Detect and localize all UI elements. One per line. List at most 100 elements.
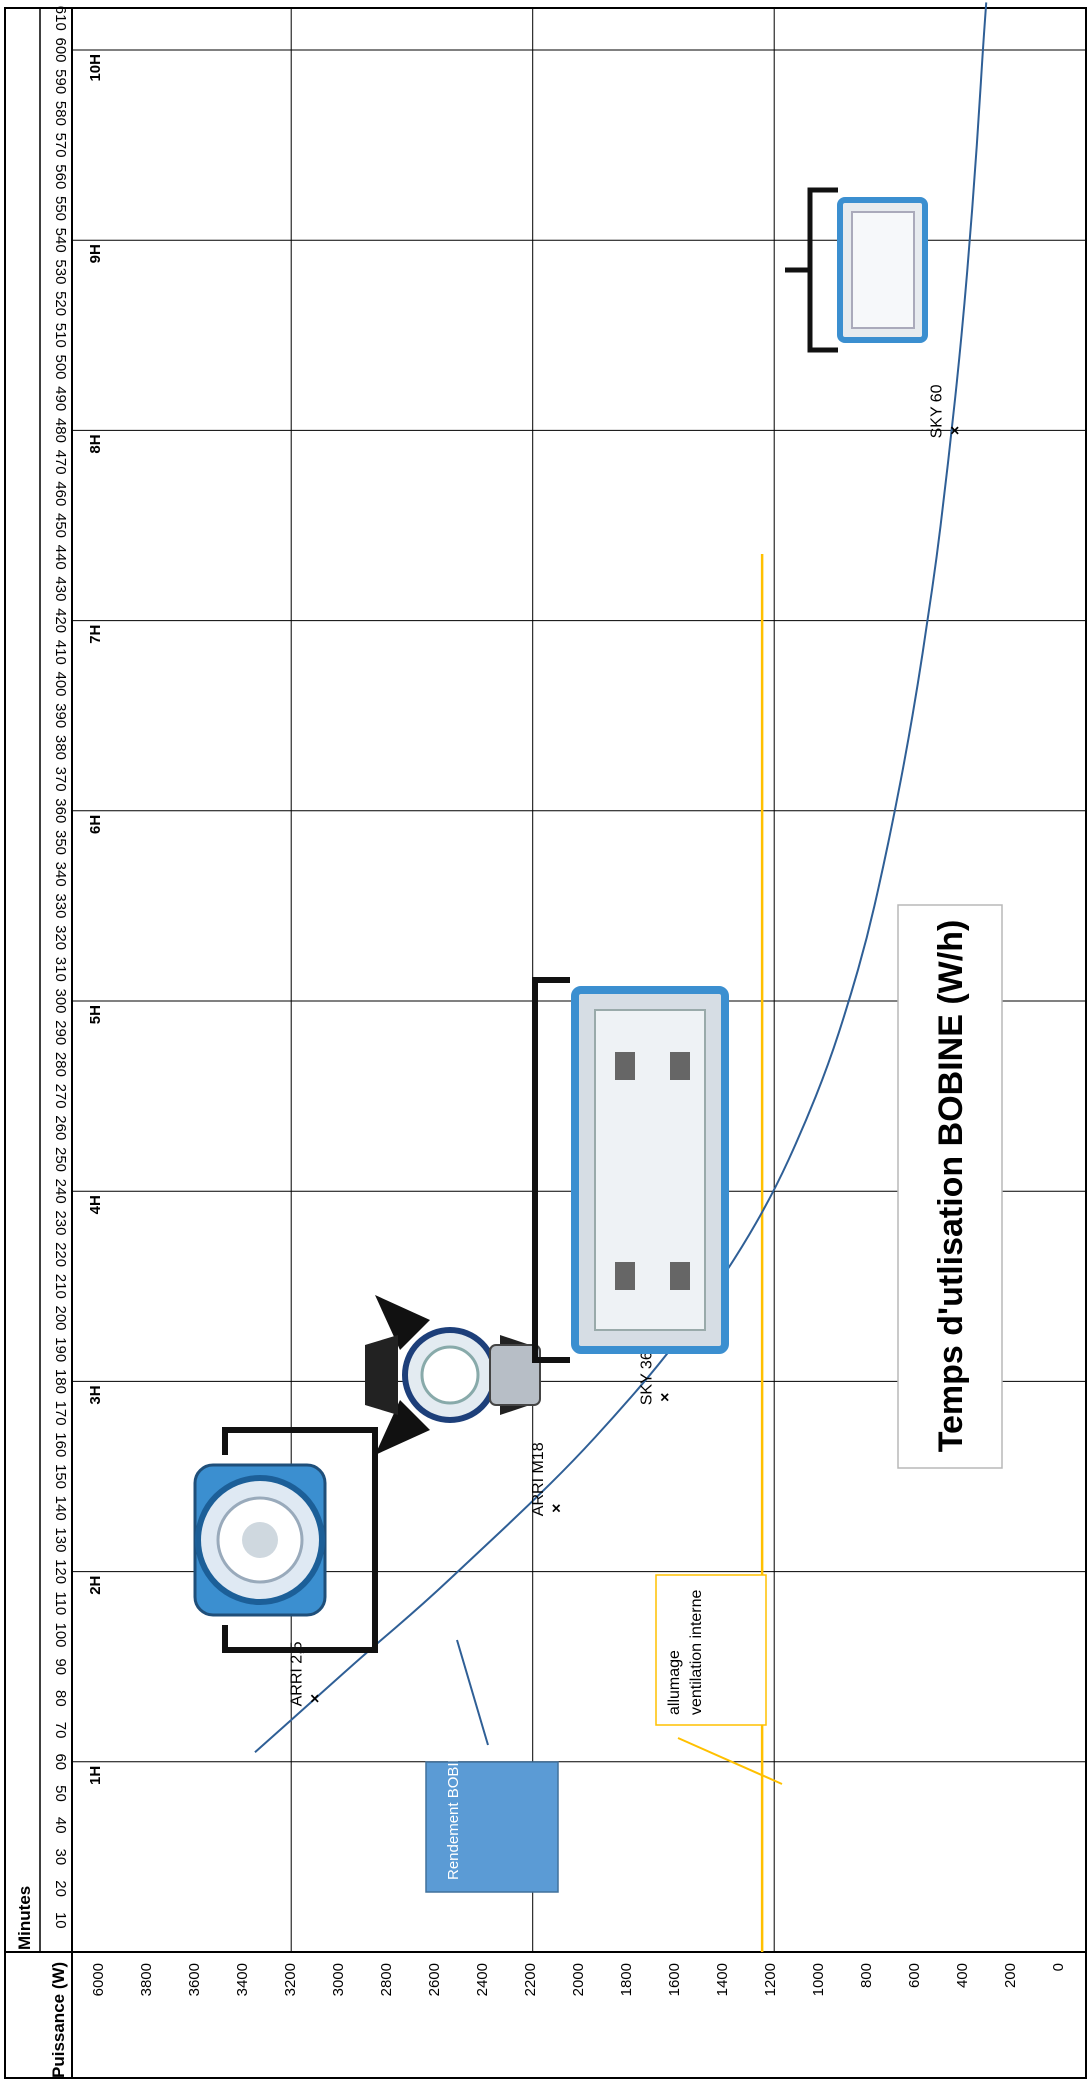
minute-tick-label: 20 bbox=[52, 1880, 69, 1897]
minute-tick-label: 250 bbox=[52, 1147, 69, 1172]
minute-tick-label: 300 bbox=[52, 988, 69, 1013]
power-tick-label: 1000 bbox=[810, 1963, 827, 1996]
skypanel-s360-illustration bbox=[532, 977, 729, 1363]
hour-tick-label: 4H bbox=[87, 1195, 104, 1214]
rendement-curve bbox=[254, 2, 988, 1754]
title-box: Temps d'utlisation BOBINE (W/h) bbox=[897, 904, 1003, 1469]
x-axis-title: Minutes bbox=[15, 1886, 34, 1950]
minute-tick-label: 360 bbox=[52, 798, 69, 823]
minute-tick-label: 530 bbox=[52, 259, 69, 284]
minute-tick-label: 120 bbox=[52, 1559, 69, 1584]
minute-tick-label: 220 bbox=[52, 1242, 69, 1267]
minute-tick-label: 200 bbox=[52, 1305, 69, 1330]
hour-tick-label: 10H bbox=[87, 54, 104, 82]
hour-tick-labels: 1H 2H 3H 4H 5H 6H 7H 8H 9H 10H bbox=[87, 54, 104, 1785]
minute-tick-label: 170 bbox=[52, 1401, 69, 1426]
minute-tick-label: 280 bbox=[52, 1052, 69, 1077]
y-axis-title: Puissance (W) bbox=[49, 1962, 68, 2078]
power-tick-label: 3400 bbox=[234, 1963, 251, 1996]
minute-tick-label: 130 bbox=[52, 1527, 69, 1552]
power-tick-label: 1600 bbox=[666, 1963, 683, 1996]
minute-tick-label: 210 bbox=[52, 1274, 69, 1299]
minute-tick-label: 10 bbox=[52, 1912, 69, 1929]
skypanel-s60-illustration bbox=[785, 187, 928, 353]
hour-tick-label: 6H bbox=[87, 815, 104, 834]
minute-tick-label: 510 bbox=[52, 323, 69, 348]
minute-tick-label: 400 bbox=[52, 671, 69, 696]
power-tick-label: 1400 bbox=[714, 1963, 731, 1996]
hour-tick-label: 7H bbox=[87, 625, 104, 644]
device-marker: × bbox=[657, 1393, 674, 1402]
minute-tick-label: 480 bbox=[52, 418, 69, 443]
minute-tick-label: 260 bbox=[52, 1115, 69, 1140]
device-marker: × bbox=[947, 426, 964, 435]
minute-tick-label: 380 bbox=[52, 735, 69, 760]
minute-tick-label: 50 bbox=[52, 1785, 69, 1802]
chart-title: Temps d'utlisation BOBINE (W/h) bbox=[932, 920, 970, 1453]
hour-tick-label: 8H bbox=[87, 434, 104, 453]
minute-tick-label: 240 bbox=[52, 1179, 69, 1204]
minute-tick-label: 590 bbox=[52, 69, 69, 94]
outer-border bbox=[4, 7, 1087, 2079]
minute-tick-label: 330 bbox=[52, 893, 69, 918]
minute-tick-label: 320 bbox=[52, 925, 69, 950]
power-tick-label: 3800 bbox=[138, 1963, 155, 1996]
minute-tick-label: 60 bbox=[52, 1753, 69, 1770]
minute-tick-label: 610 bbox=[52, 6, 69, 31]
power-tick-label: 600 bbox=[906, 1963, 923, 1988]
ventilation-annotation: allumage ventilation interne bbox=[655, 1574, 783, 1785]
minute-tick-label: 190 bbox=[52, 1337, 69, 1362]
minute-tick-label: 580 bbox=[52, 101, 69, 126]
minute-tick-label: 310 bbox=[52, 957, 69, 982]
minute-tick-label: 570 bbox=[52, 133, 69, 158]
power-tick-label: 6000 bbox=[90, 1963, 107, 1996]
power-tick-label: 2000 bbox=[570, 1963, 587, 1996]
minute-tick-label: 470 bbox=[52, 450, 69, 475]
device-marker: × bbox=[307, 1694, 324, 1703]
power-tick-label: 2800 bbox=[378, 1963, 395, 1996]
minute-tick-label: 540 bbox=[52, 228, 69, 253]
minute-tick-label: 160 bbox=[52, 1432, 69, 1457]
minute-tick-label: 90 bbox=[52, 1658, 69, 1675]
power-tick-label: 1800 bbox=[618, 1963, 635, 1996]
minute-tick-label: 500 bbox=[52, 354, 69, 379]
minute-tick-label: 450 bbox=[52, 513, 69, 538]
ventilation-label: allumage ventilation interne bbox=[666, 1589, 705, 1715]
hour-tick-label: 5H bbox=[87, 1005, 104, 1024]
power-tick-label: 2400 bbox=[474, 1963, 491, 1996]
device-markers: ×ARRI 2,5×ARRI M18×SKY 360×SKY 60 bbox=[288, 384, 963, 1706]
minute-tick-label: 100 bbox=[52, 1622, 69, 1647]
power-tick-labels: 6000 3800 3600 3400 3200 3000 2800 2600 2400 2200… bbox=[90, 1963, 1067, 1996]
minute-tick-label: 80 bbox=[52, 1690, 69, 1707]
minute-tick-label: 350 bbox=[52, 830, 69, 855]
device-label: ARRI M18 bbox=[530, 1442, 547, 1516]
minute-tick-label: 30 bbox=[52, 1849, 69, 1866]
minute-tick-label: 70 bbox=[52, 1722, 69, 1739]
arri-m18-lamp-illustration bbox=[365, 1295, 541, 1455]
power-tick-label: 400 bbox=[954, 1963, 971, 1988]
minute-tick-label: 460 bbox=[52, 481, 69, 506]
device-label: ARRI 2,5 bbox=[288, 1641, 305, 1706]
minute-tick-label: 520 bbox=[52, 291, 69, 316]
minute-tick-label: 430 bbox=[52, 576, 69, 601]
chart-frame bbox=[4, 7, 1087, 2079]
power-tick-label: 1200 bbox=[762, 1963, 779, 1996]
power-tick-label: 3200 bbox=[282, 1963, 299, 1996]
minute-tick-label: 560 bbox=[52, 164, 69, 189]
minute-tick-label: 270 bbox=[52, 1084, 69, 1109]
minute-tick-label: 110 bbox=[52, 1591, 69, 1615]
minute-tick-label: 180 bbox=[52, 1369, 69, 1394]
minute-tick-label: 140 bbox=[52, 1496, 69, 1521]
minute-tick-label: 340 bbox=[52, 862, 69, 887]
device-label: SKY 60 bbox=[928, 384, 945, 438]
minute-tick-label: 420 bbox=[52, 608, 69, 633]
minute-tick-label: 290 bbox=[52, 1020, 69, 1045]
minute-tick-label: 40 bbox=[52, 1817, 69, 1834]
minute-tick-label: 440 bbox=[52, 545, 69, 570]
minute-tick-label: 490 bbox=[52, 386, 69, 411]
power-tick-label: 3000 bbox=[330, 1963, 347, 1996]
minute-tick-label: 370 bbox=[52, 767, 69, 792]
power-tick-label: 3600 bbox=[186, 1963, 203, 1996]
hour-tick-label: 1H bbox=[87, 1766, 104, 1785]
